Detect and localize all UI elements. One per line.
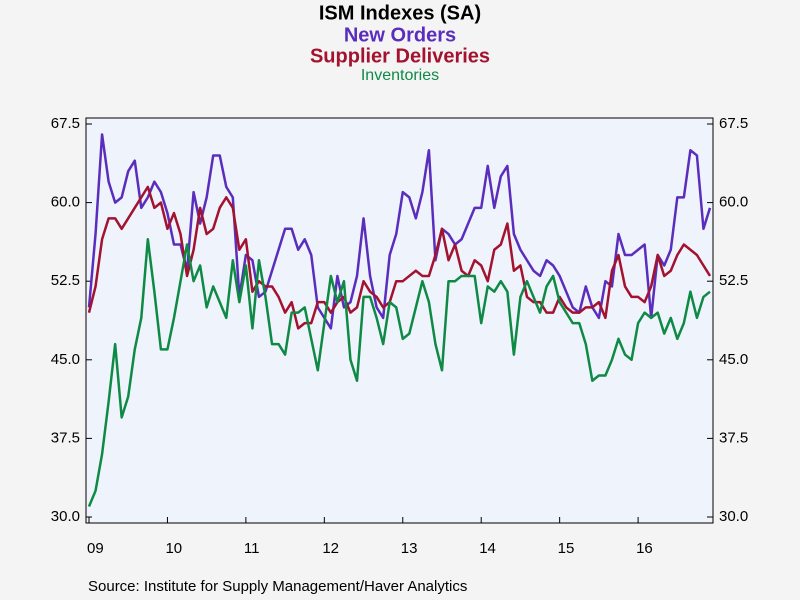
y2-tick-label: 30.0 bbox=[719, 508, 748, 525]
y-tick-label: 52.5 bbox=[51, 272, 80, 289]
x-tick-label: 14 bbox=[479, 540, 496, 557]
legend-entry: Inventories bbox=[361, 67, 439, 84]
y2-tick-label: 60.0 bbox=[719, 194, 748, 211]
x-tick-label: 15 bbox=[558, 540, 575, 557]
x-tick-label: 10 bbox=[165, 540, 182, 557]
y-tick-label: 67.5 bbox=[51, 115, 80, 132]
y2-tick-label: 67.5 bbox=[719, 115, 748, 132]
x-tick-label: 13 bbox=[401, 540, 418, 557]
x-tick-label: 12 bbox=[322, 540, 339, 557]
legend-entry: Supplier Deliveries bbox=[310, 45, 490, 67]
legend-entry: New Orders bbox=[344, 24, 456, 46]
series-line bbox=[87, 238, 711, 508]
x-tick-label: 16 bbox=[636, 540, 653, 557]
source: Source: Institute for Supply Management/… bbox=[88, 578, 467, 595]
x-tick-label: 11 bbox=[244, 540, 260, 557]
y-tick-label: 60.0 bbox=[51, 194, 80, 211]
y-tick-label: 45.0 bbox=[51, 351, 80, 368]
x-tick-label: 09 bbox=[87, 540, 104, 557]
y2-tick-label: 52.5 bbox=[719, 272, 748, 289]
y2-tick-label: 45.0 bbox=[719, 351, 748, 368]
series-line bbox=[87, 185, 712, 330]
y2-tick-label: 37.5 bbox=[719, 429, 748, 446]
chart-title: ISM Indexes (SA) bbox=[319, 2, 481, 24]
series-line bbox=[87, 133, 712, 330]
y-tick-label: 37.5 bbox=[51, 429, 80, 446]
y-tick-label: 30.0 bbox=[51, 508, 80, 525]
